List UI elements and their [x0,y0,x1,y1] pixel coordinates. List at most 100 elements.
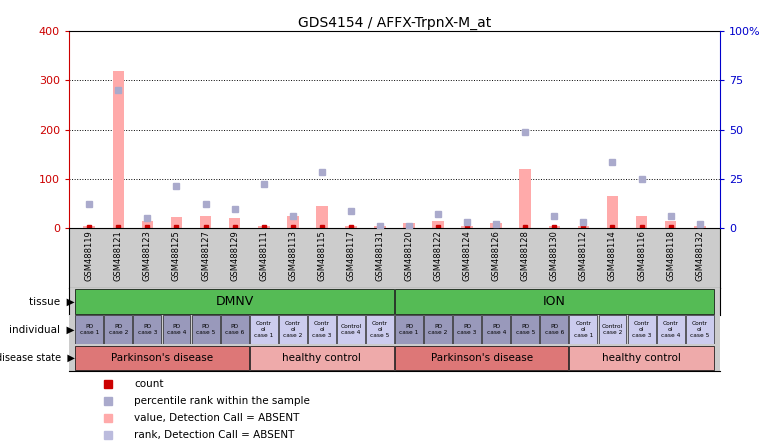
Text: DMNV: DMNV [215,295,254,308]
Text: GSM488119: GSM488119 [85,230,93,281]
Bar [453,316,481,344]
Bar [548,226,560,228]
Bar [75,346,249,370]
Text: Parkinson's disease: Parkinson's disease [111,353,213,363]
Bar [607,196,618,228]
Bar [345,226,357,228]
Text: GSM488126: GSM488126 [492,230,501,281]
Text: GSM488116: GSM488116 [637,230,646,281]
Bar [279,316,306,344]
Bar [461,226,473,228]
Text: Parkinson's disease: Parkinson's disease [430,353,533,363]
Bar [694,226,705,228]
Text: GSM488130: GSM488130 [550,230,559,281]
Text: value, Detection Call = ABSENT: value, Detection Call = ABSENT [134,413,300,423]
Bar [133,316,162,344]
Text: PD
case 4: PD case 4 [486,324,506,335]
Bar [104,316,133,344]
Bar [686,316,714,344]
Bar [432,221,444,228]
Text: PD
case 5: PD case 5 [516,324,535,335]
Text: percentile rank within the sample: percentile rank within the sample [134,396,310,406]
Text: GSM488114: GSM488114 [608,230,617,281]
Bar [490,223,502,228]
Bar [366,316,394,344]
Bar [403,223,415,228]
Bar [569,346,714,370]
Bar [483,316,510,344]
Text: PD
case 3: PD case 3 [457,324,477,335]
Text: Control
case 2: Control case 2 [602,324,623,335]
Text: Contr
ol
case 1: Contr ol case 1 [574,321,593,338]
Text: individual  ▶: individual ▶ [9,325,75,335]
Bar [374,226,386,228]
Text: PD
case 2: PD case 2 [109,324,128,335]
Text: GSM488125: GSM488125 [172,230,181,281]
Text: GSM488111: GSM488111 [259,230,268,281]
Text: count: count [134,379,164,388]
Text: GSM488124: GSM488124 [463,230,472,281]
Bar [75,316,103,344]
Bar [287,216,299,228]
Text: GSM488112: GSM488112 [579,230,588,281]
Text: rank, Detection Call = ABSENT: rank, Detection Call = ABSENT [134,430,294,440]
Bar [665,221,676,228]
Text: GSM488113: GSM488113 [288,230,297,281]
Text: GSM488118: GSM488118 [666,230,675,281]
Bar [512,316,539,344]
Text: GSM488132: GSM488132 [696,230,704,281]
Text: GSM488117: GSM488117 [346,230,355,281]
Text: Control
case 4: Control case 4 [340,324,362,335]
Bar [258,226,270,228]
Text: GSM488122: GSM488122 [434,230,443,281]
Bar [113,71,124,228]
Text: Contr
ol
case 5: Contr ol case 5 [370,321,390,338]
Bar [250,316,277,344]
Text: healthy control: healthy control [283,353,362,363]
Bar [395,316,423,344]
Bar [192,316,220,344]
Bar [656,316,685,344]
Text: PD
case 1: PD case 1 [399,324,419,335]
Text: PD
case 6: PD case 6 [545,324,564,335]
Text: GSM488115: GSM488115 [317,230,326,281]
Bar [171,218,182,228]
Bar [424,316,452,344]
Text: ION: ION [543,295,566,308]
Text: GSM488120: GSM488120 [404,230,414,281]
Bar [142,221,153,228]
Bar [636,216,647,228]
Bar [229,218,241,228]
Text: PD
case 3: PD case 3 [138,324,157,335]
Text: PD
case 5: PD case 5 [196,324,215,335]
Title: GDS4154 / AFFX-TrpnX-M_at: GDS4154 / AFFX-TrpnX-M_at [298,16,491,30]
Text: PD
case 4: PD case 4 [167,324,186,335]
Bar [578,226,589,228]
Text: Contr
ol
case 5: Contr ol case 5 [690,321,709,338]
Bar [598,316,627,344]
Text: GSM488131: GSM488131 [375,230,385,281]
Text: GSM488128: GSM488128 [521,230,530,281]
Text: Contr
ol
case 4: Contr ol case 4 [661,321,680,338]
Bar [627,316,656,344]
Bar [83,226,95,228]
Text: PD
case 6: PD case 6 [225,324,244,335]
Text: PD
case 1: PD case 1 [80,324,99,335]
Text: GSM488129: GSM488129 [230,230,239,281]
Text: Contr
ol
case 2: Contr ol case 2 [283,321,303,338]
Text: Contr
ol
case 1: Contr ol case 1 [254,321,273,338]
Bar [395,346,568,370]
Bar [337,316,365,344]
Text: GSM488123: GSM488123 [143,230,152,281]
Text: Contr
ol
case 3: Contr ol case 3 [632,321,651,338]
Bar [250,346,394,370]
Bar [569,316,597,344]
Text: GSM488121: GSM488121 [114,230,123,281]
Bar [221,316,249,344]
Text: disease state  ▶: disease state ▶ [0,353,75,363]
Bar [162,316,191,344]
Text: PD
case 2: PD case 2 [428,324,448,335]
Bar [316,206,328,228]
Bar [75,289,394,313]
Text: GSM488127: GSM488127 [201,230,210,281]
